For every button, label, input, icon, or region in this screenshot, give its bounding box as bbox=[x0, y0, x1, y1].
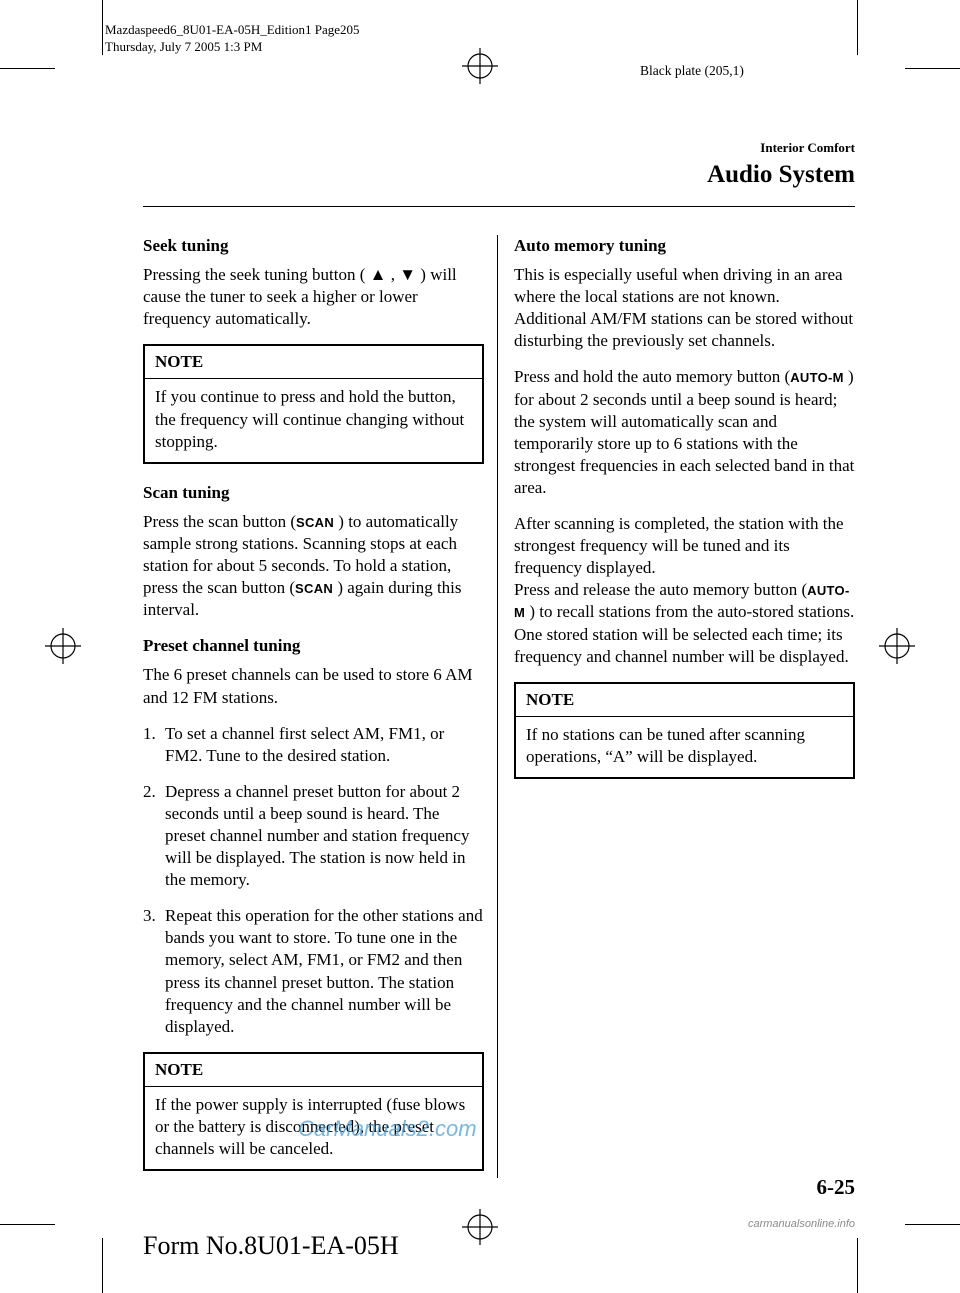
doc-id: Mazdaspeed6_8U01-EA-05H_Edition1 Page205 bbox=[105, 22, 360, 39]
registration-mark-icon bbox=[462, 48, 498, 84]
preset-body: The 6 preset channels can be used to sto… bbox=[143, 664, 484, 708]
registration-mark-icon bbox=[45, 628, 81, 664]
scan-button-label: SCAN bbox=[295, 581, 333, 596]
registration-mark-icon bbox=[879, 628, 915, 664]
step-item: Depress a channel preset button for abou… bbox=[143, 781, 484, 891]
auto-body-3: After scanning is completed, the station… bbox=[514, 513, 855, 579]
column-divider bbox=[497, 235, 498, 1178]
note-body: If you continue to press and hold the bu… bbox=[145, 379, 482, 461]
plate-info: Black plate (205,1) bbox=[640, 62, 744, 80]
auto-body-4: Press and release the auto memory button… bbox=[514, 579, 855, 667]
seek-heading: Seek tuning bbox=[143, 235, 484, 257]
crop-mark bbox=[102, 0, 103, 55]
page-title: Audio System bbox=[707, 159, 855, 192]
scan-button-label: SCAN bbox=[296, 515, 334, 530]
preset-steps: To set a channel first select AM, FM1, o… bbox=[143, 723, 484, 1038]
note-heading: NOTE bbox=[516, 684, 853, 717]
doc-timestamp: Thursday, July 7 2005 1:3 PM bbox=[105, 39, 360, 56]
form-number: Form No.8U01-EA-05H bbox=[143, 1229, 399, 1263]
note-box: NOTE If the power supply is interrupted … bbox=[143, 1052, 484, 1171]
note-box: NOTE If no stations can be tuned after s… bbox=[514, 682, 855, 779]
crop-mark bbox=[905, 1224, 960, 1225]
crop-mark bbox=[102, 1238, 103, 1293]
auto-body-1: This is especially useful when driving i… bbox=[514, 264, 855, 352]
note-heading: NOTE bbox=[145, 1054, 482, 1087]
registration-mark-icon bbox=[462, 1209, 498, 1245]
crop-mark bbox=[905, 68, 960, 69]
header-rule bbox=[143, 206, 855, 207]
step-item: To set a channel first select AM, FM1, o… bbox=[143, 723, 484, 767]
autom-button-label: AUTO-M bbox=[790, 370, 844, 385]
section-label: Interior Comfort bbox=[707, 140, 855, 157]
watermark-small: carmanualsonline.info bbox=[748, 1217, 855, 1231]
note-heading: NOTE bbox=[145, 346, 482, 379]
preset-heading: Preset channel tuning bbox=[143, 635, 484, 657]
crop-mark bbox=[0, 1224, 55, 1225]
scan-heading: Scan tuning bbox=[143, 482, 484, 504]
crop-mark bbox=[0, 68, 55, 69]
watermark: CarManuals2.com bbox=[298, 1115, 477, 1144]
page-header: Interior Comfort Audio System bbox=[707, 140, 855, 191]
auto-heading: Auto memory tuning bbox=[514, 235, 855, 257]
step-item: Repeat this operation for the other stat… bbox=[143, 905, 484, 1038]
doc-meta: Mazdaspeed6_8U01-EA-05H_Edition1 Page205… bbox=[105, 22, 360, 56]
left-column: Seek tuning Pressing the seek tuning but… bbox=[143, 235, 484, 1189]
right-column: Auto memory tuning This is especially us… bbox=[514, 235, 855, 1189]
page-number: 6-25 bbox=[817, 1174, 856, 1201]
crop-mark bbox=[857, 1238, 858, 1293]
scan-body: Press the scan button (SCAN ) to automat… bbox=[143, 511, 484, 621]
content-area: Seek tuning Pressing the seek tuning but… bbox=[143, 235, 855, 1189]
seek-body: Pressing the seek tuning button ( ▲ , ▼ … bbox=[143, 264, 484, 330]
note-box: NOTE If you continue to press and hold t… bbox=[143, 344, 484, 463]
note-body: If no stations can be tuned after scanni… bbox=[516, 717, 853, 777]
auto-body-2: Press and hold the auto memory button (A… bbox=[514, 366, 855, 499]
crop-mark bbox=[857, 0, 858, 55]
